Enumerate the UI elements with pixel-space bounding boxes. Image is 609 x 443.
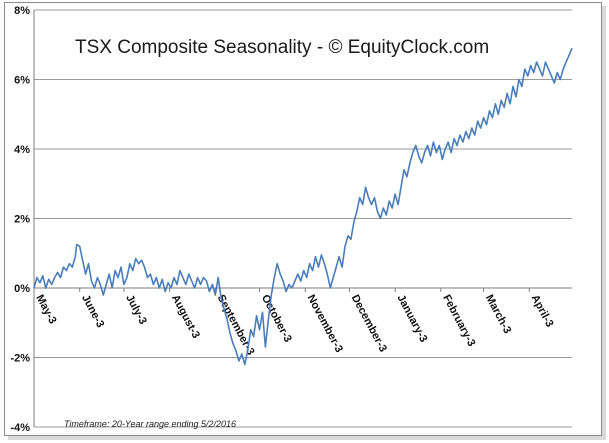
x-tick-marks	[33, 288, 530, 292]
y-tick-label: -4%	[10, 422, 30, 434]
x-tick-label: December-3	[349, 293, 389, 354]
chart-title: TSX Composite Seasonality - © EquityCloc…	[75, 37, 489, 58]
x-tick-label: July-3	[123, 293, 149, 327]
x-tick-label: June-3	[79, 293, 106, 330]
footnote: Timeframe: 20-Year range ending 5/2/2016	[64, 419, 236, 429]
x-tick-label: September-3	[215, 293, 257, 357]
x-tick-label: May-3	[33, 293, 58, 326]
y-tick-label: 0%	[14, 283, 30, 295]
x-tick-label: March-3	[483, 293, 513, 336]
x-tick-label: November-3	[305, 293, 345, 355]
series-line-tsx-composite	[33, 47, 573, 366]
y-tick-label: -2%	[10, 353, 30, 365]
x-tick-labels: May-3 June-3 July-3 August-3 September-3 Octo…	[33, 293, 555, 357]
x-tick-label: April-3	[529, 293, 556, 329]
y-tick-label: 8%	[14, 5, 30, 17]
x-tick-label: January-3	[394, 293, 429, 345]
y-tick-label: 6%	[14, 75, 30, 87]
x-tick-label: August-3	[169, 293, 202, 341]
y-tick-labels: -4% -2% 0% 2% 4% 6% 8%	[10, 5, 30, 434]
y-tick-label: 4%	[14, 144, 30, 156]
gridlines	[34, 9, 572, 428]
x-tick-label: February-3	[440, 293, 477, 349]
y-tick-label: 2%	[14, 214, 30, 226]
